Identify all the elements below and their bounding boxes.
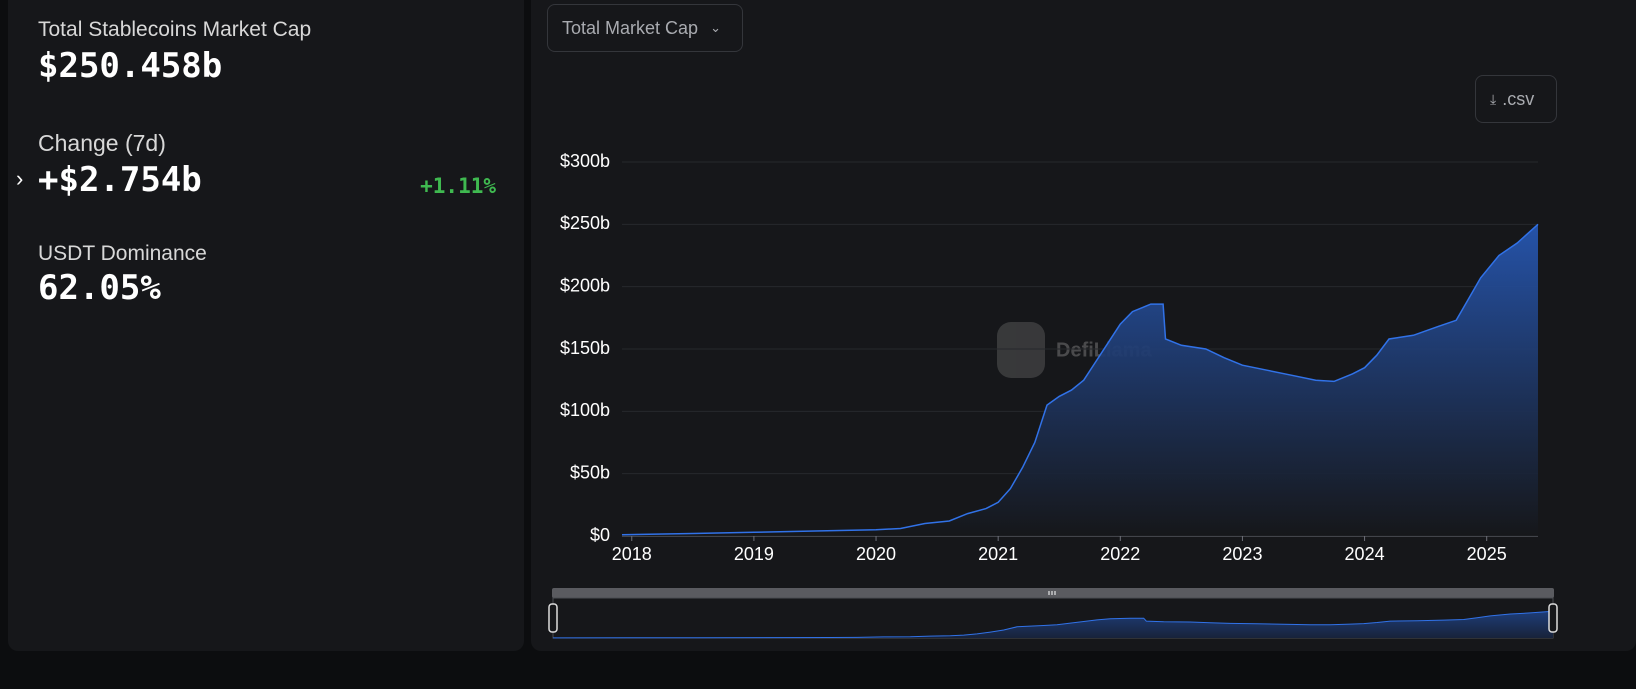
x-tick-label: 2021	[978, 544, 1018, 564]
dropdown-label: Total Market Cap	[562, 17, 699, 38]
download-icon: ⤓	[1490, 90, 1497, 107]
stat-value: +$2.754b	[38, 160, 202, 200]
expand-chevron[interactable]: ›	[16, 166, 24, 191]
x-tick-label: 2025	[1467, 544, 1507, 564]
x-tick-label: 2018	[612, 544, 652, 564]
brush-handle[interactable]	[1548, 603, 1558, 633]
area-line	[621, 223, 1539, 536]
stat-value: 62.05%	[38, 268, 161, 308]
stat-label: USDT Dominance	[38, 242, 207, 265]
brush-bar	[552, 588, 1554, 598]
stat-value: $250.458b	[38, 46, 223, 86]
x-tick-label: 2019	[734, 544, 774, 564]
area-fill	[553, 611, 1553, 638]
y-tick-label: $300b	[560, 151, 610, 171]
x-tick-label: 2023	[1222, 544, 1262, 564]
y-tick-label: $50b	[570, 462, 610, 482]
brush-handle[interactable]	[548, 603, 558, 633]
dropdown-caret: ⌄	[710, 20, 721, 35]
y-tick-label: $0	[590, 525, 610, 545]
y-tick-label: $200b	[560, 275, 610, 295]
y-tick-label: $250b	[560, 213, 610, 233]
dropdown[interactable]: Total Market Cap ⌄	[547, 4, 743, 52]
stats-panel: Total Stablecoins Market Cap $250.458b C…	[8, 0, 524, 651]
area-line	[552, 610, 1554, 639]
stat-label: Change (7d)	[38, 130, 166, 156]
csv-button[interactable]: ⤓ .csv	[1475, 75, 1557, 123]
stat-label: Total Stablecoins Market Cap	[38, 18, 312, 41]
watermark-logo	[997, 322, 1045, 378]
y-tick-label: $150b	[560, 338, 610, 358]
area-fill	[622, 224, 1538, 537]
stat-percent: +1.11%	[420, 174, 496, 198]
y-tick-label: $100b	[560, 400, 610, 420]
x-tick-label: 2022	[1100, 544, 1140, 564]
x-tick-label: 2020	[856, 544, 896, 564]
csv-label: .csv	[1502, 88, 1535, 109]
x-tick-label: 2024	[1345, 544, 1385, 564]
